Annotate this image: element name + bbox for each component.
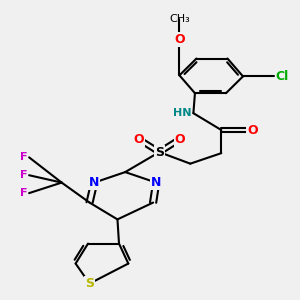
Text: N: N — [151, 176, 161, 189]
Text: O: O — [134, 133, 145, 146]
Text: N: N — [89, 176, 99, 189]
Text: HN: HN — [173, 108, 192, 118]
Text: CH₃: CH₃ — [169, 14, 190, 24]
Text: F: F — [20, 170, 28, 180]
Text: S: S — [85, 277, 94, 290]
Text: S: S — [155, 146, 164, 159]
Text: F: F — [20, 188, 28, 198]
Text: F: F — [20, 152, 28, 162]
Text: Cl: Cl — [275, 70, 289, 83]
Text: O: O — [174, 133, 185, 146]
Text: O: O — [174, 33, 185, 46]
Text: O: O — [247, 124, 258, 136]
